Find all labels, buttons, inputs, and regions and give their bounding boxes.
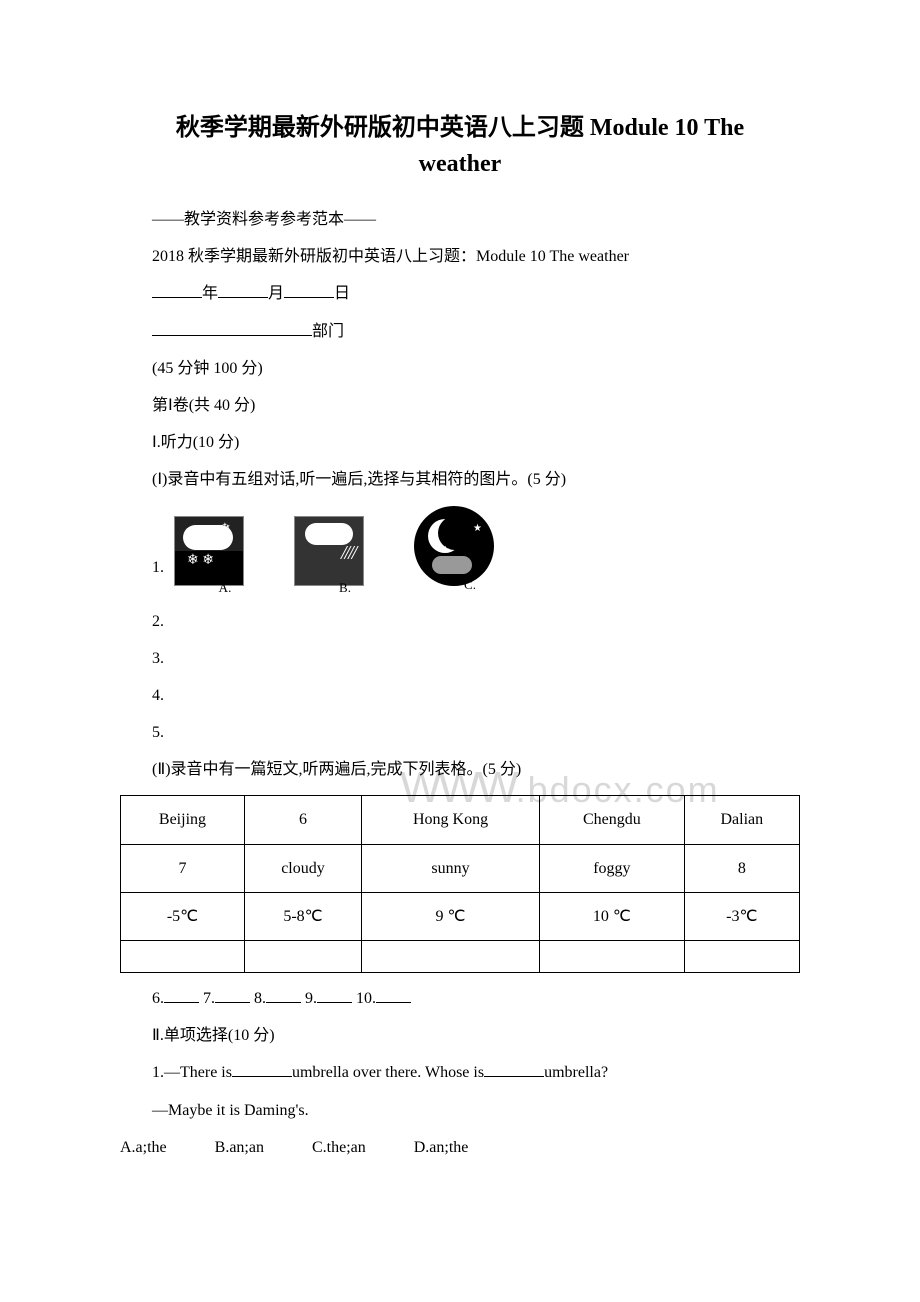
part1-label: 第Ⅰ卷(共 40 分) (120, 388, 800, 423)
table-row: -5℃ 5-8℃ 9 ℃ 10 ℃ -3℃ (121, 892, 800, 940)
blank-8[interactable] (266, 987, 301, 1003)
title-line1: 秋季学期最新外研版初中英语八上习题 Module 10 The (176, 115, 744, 141)
weather-icon-night: ★★ C. (414, 506, 494, 586)
choice-b[interactable]: B.an;an (215, 1130, 264, 1165)
weather-icon-rain: //// B. (294, 516, 364, 586)
header-reference: ——教学资料参考参考范本—— (120, 202, 800, 237)
section2-title: Ⅱ.单项选择(10 分) (120, 1018, 800, 1053)
q1-blank1[interactable] (232, 1061, 292, 1077)
table-header-row: Beijing 6 Hong Kong Chengdu Dalian (121, 796, 800, 844)
table-cell[interactable] (540, 941, 685, 973)
table-cell: -3℃ (684, 892, 799, 940)
document-title: 秋季学期最新外研版初中英语八上习题 Module 10 The weather (120, 110, 800, 182)
icon-label-c: C. (432, 571, 476, 600)
table-cell: Beijing (121, 796, 245, 844)
header-subtitle: 2018 秋季学期最新外研版初中英语八上习题：Module 10 The wea… (120, 239, 800, 274)
section1-part1: (Ⅰ)录音中有五组对话,听一遍后,选择与其相符的图片。(5 分) (120, 462, 800, 497)
table-cell: cloudy (244, 844, 361, 892)
day-blank[interactable] (284, 282, 334, 298)
table-row (121, 941, 800, 973)
q1-line1: 1.—There isumbrella over there. Whose is… (120, 1055, 800, 1090)
table-cell: Chengdu (540, 796, 685, 844)
choice-a[interactable]: A.a;the (120, 1130, 167, 1165)
blank-10[interactable] (376, 987, 411, 1003)
q1-answer: —Maybe it is Daming's. (120, 1093, 800, 1128)
q1-blank2[interactable] (484, 1061, 544, 1077)
blank-9[interactable] (317, 987, 352, 1003)
section1-title: Ⅰ.听力(10 分) (120, 425, 800, 460)
table-cell[interactable] (361, 941, 539, 973)
item-5: 5. (120, 715, 800, 750)
weather-icon-snow: ❄ ❄ ❄ A. (174, 516, 244, 586)
q1-choices: A.a;the B.an;an C.the;an D.an;the (120, 1130, 800, 1165)
title-line2: weather (419, 151, 502, 177)
item-3: 3. (120, 641, 800, 676)
weather-table: Beijing 6 Hong Kong Chengdu Dalian 7 clo… (120, 795, 800, 973)
item-2: 2. (120, 604, 800, 639)
table-cell: 6 (244, 796, 361, 844)
item-1-label: 1. (120, 550, 164, 585)
table-cell: 5-8℃ (244, 892, 361, 940)
table-cell: Hong Kong (361, 796, 539, 844)
table-cell: sunny (361, 844, 539, 892)
fill-blanks-line: 6. 7. 8. 9. 10. (120, 981, 800, 1016)
table-cell: 7 (121, 844, 245, 892)
table-cell: 9 ℃ (361, 892, 539, 940)
month-blank[interactable] (218, 282, 268, 298)
time-score: (45 分钟 100 分) (120, 351, 800, 386)
dept-line: 部门 (120, 314, 800, 349)
icon-label-b: B. (307, 574, 351, 603)
table-cell: 8 (684, 844, 799, 892)
dept-blank[interactable] (152, 320, 312, 336)
table-cell: 10 ℃ (540, 892, 685, 940)
item-4: 4. (120, 678, 800, 713)
year-blank[interactable] (152, 282, 202, 298)
date-line: 年月日 (120, 276, 800, 311)
table-cell: foggy (540, 844, 685, 892)
blank-7[interactable] (215, 987, 250, 1003)
blank-6[interactable] (164, 987, 199, 1003)
choice-d[interactable]: D.an;the (414, 1130, 469, 1165)
weather-icons-row: 1. ❄ ❄ ❄ A. //// B. ★★ C. (120, 506, 800, 586)
table-cell: Dalian (684, 796, 799, 844)
table-cell: -5℃ (121, 892, 245, 940)
icon-label-a: A. (187, 574, 232, 603)
table-cell[interactable] (684, 941, 799, 973)
table-row: 7 cloudy sunny foggy 8 (121, 844, 800, 892)
table-cell[interactable] (244, 941, 361, 973)
table-cell[interactable] (121, 941, 245, 973)
choice-c[interactable]: C.the;an (312, 1130, 366, 1165)
section1-part2: (Ⅱ)录音中有一篇短文,听两遍后,完成下列表格。(5 分) (120, 752, 800, 787)
